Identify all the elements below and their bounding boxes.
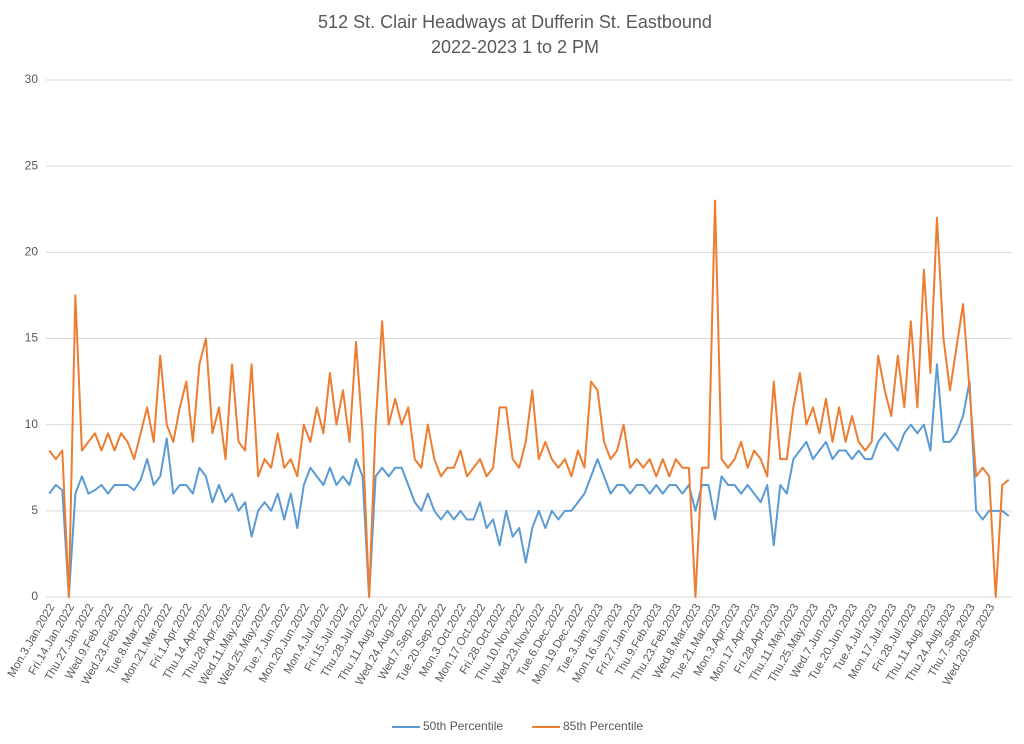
chart-subtitle: 2022-2023 1 to 2 PM: [431, 37, 599, 57]
y-tick-label: 5: [31, 503, 38, 517]
chart-title: 512 St. Clair Headways at Dufferin St. E…: [318, 12, 712, 32]
legend-label: 50th Percentile: [423, 719, 503, 733]
data-line: [48, 199, 1010, 598]
y-tick-label: 25: [25, 158, 39, 172]
y-tick-label: 20: [25, 245, 39, 259]
data-line: [48, 363, 1010, 598]
y-tick-label: 30: [25, 72, 39, 86]
y-tick-label: 15: [25, 331, 39, 345]
y-tick-label: 10: [25, 417, 39, 431]
y-tick-label: 0: [31, 589, 38, 603]
legend-label: 85th Percentile: [563, 719, 643, 733]
